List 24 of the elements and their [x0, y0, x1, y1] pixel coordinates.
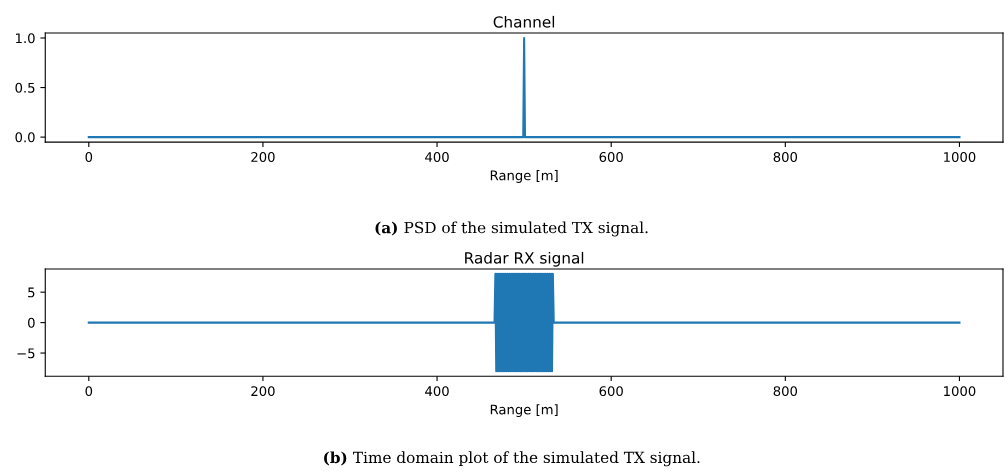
x-tick-label: 0: [85, 152, 93, 163]
y-tick-label: 0.0: [15, 132, 35, 143]
x-tick-label: 800: [773, 152, 798, 163]
x-tick-label: 600: [599, 152, 623, 163]
y-tick-label: 0.5: [15, 82, 35, 93]
x-tick-label: 1000: [944, 386, 976, 397]
y-tick-label: 1.0: [16, 33, 35, 44]
x-tick-label: 200: [251, 152, 275, 163]
y-tick-label: 5: [28, 287, 35, 298]
x-tick-label: 400: [425, 152, 449, 163]
x-axis-title: Range [m]: [490, 170, 558, 183]
x-tick-label: 600: [599, 386, 623, 397]
x-tick-label: 0: [85, 386, 93, 397]
y-tick-label: −5: [17, 348, 35, 359]
x-tick-label: 1000: [944, 152, 976, 163]
text: (a) PSD of the simulated TX signal.: [375, 221, 648, 237]
x-tick-label: 400: [425, 386, 449, 397]
text: (b) Time domain plot of the simulated TX signal.: [324, 451, 700, 467]
x-tick-label: 800: [773, 386, 798, 397]
y-tick-label: 0: [28, 317, 35, 328]
chart-title: Channel: [493, 15, 555, 28]
x-axis-title: Range [m]: [490, 404, 558, 417]
chart-title: Radar RX signal: [465, 251, 584, 267]
x-tick-label: 200: [251, 386, 275, 397]
